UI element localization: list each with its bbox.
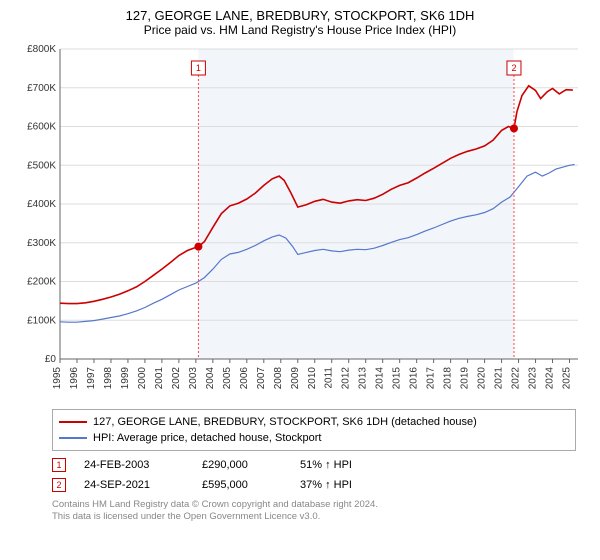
x-tick-label: 2021 <box>494 367 505 390</box>
x-tick-label: 2009 <box>290 367 301 390</box>
x-tick-label: 2013 <box>358 367 369 390</box>
marker-num-1: 1 <box>196 63 201 73</box>
sales-table: 1 24-FEB-2003 £290,000 51% ↑ HPI 2 24-SEP-202… <box>52 455 576 495</box>
chart-container: 127, GEORGE LANE, BREDBURY, STOCKPORT, S… <box>0 0 600 532</box>
footer-attribution: Contains HM Land Registry data © Crown c… <box>52 499 576 524</box>
legend-label: HPI: Average price, detached house, Stoc… <box>93 432 322 444</box>
x-tick-label: 2006 <box>239 367 250 390</box>
marker-num-2: 2 <box>511 63 516 73</box>
sale-date: 24-SEP-2021 <box>84 479 184 491</box>
x-tick-label: 2015 <box>392 367 403 390</box>
x-tick-label: 2017 <box>426 367 437 390</box>
footer-line-2: This data is licensed under the Open Gov… <box>52 511 576 523</box>
marker-dot-1 <box>194 243 202 251</box>
x-tick-label: 2007 <box>256 367 267 390</box>
sale-date: 24-FEB-2003 <box>84 459 184 471</box>
y-tick-label: £300K <box>27 238 56 249</box>
y-tick-label: £500K <box>27 160 56 171</box>
legend-row: HPI: Average price, detached house, Stoc… <box>59 430 569 446</box>
x-tick-label: 2000 <box>137 367 148 390</box>
x-tick-label: 2004 <box>205 367 216 390</box>
x-tick-label: 2012 <box>341 367 352 390</box>
sale-row: 1 24-FEB-2003 £290,000 51% ↑ HPI <box>52 455 576 475</box>
x-tick-label: 2023 <box>528 367 539 390</box>
y-tick-label: £800K <box>27 44 56 55</box>
x-tick-label: 2011 <box>324 367 335 389</box>
x-tick-label: 2014 <box>375 367 386 390</box>
legend-label: 127, GEORGE LANE, BREDBURY, STOCKPORT, S… <box>93 416 477 428</box>
sale-pct: 51% ↑ HPI <box>300 459 370 471</box>
x-tick-label: 2020 <box>477 367 488 390</box>
x-tick-label: 2025 <box>562 367 573 390</box>
x-tick-label: 1997 <box>86 367 97 390</box>
sale-price: £595,000 <box>202 479 282 491</box>
legend-swatch <box>59 437 87 439</box>
x-tick-label: 2022 <box>511 367 522 390</box>
legend: 127, GEORGE LANE, BREDBURY, STOCKPORT, S… <box>52 409 576 451</box>
x-tick-label: 2005 <box>222 367 233 390</box>
y-tick-label: £100K <box>27 315 56 326</box>
sale-pct: 37% ↑ HPI <box>300 479 370 491</box>
x-tick-label: 2016 <box>409 367 420 390</box>
x-tick-label: 2002 <box>171 367 182 390</box>
footer-line-1: Contains HM Land Registry data © Crown c… <box>52 499 576 511</box>
plot-area: £0 £100K £200K £300K £400K £500K £600K £700K £80… <box>16 43 584 403</box>
legend-row: 127, GEORGE LANE, BREDBURY, STOCKPORT, S… <box>59 414 569 430</box>
x-tick-label: 2003 <box>188 367 199 390</box>
chart-subtitle: Price paid vs. HM Land Registry's House … <box>16 23 584 37</box>
line-chart-svg: £0 £100K £200K £300K £400K £500K £600K £700K £80… <box>16 43 584 403</box>
x-tick-label: 1999 <box>120 367 131 390</box>
y-tick-label: £400K <box>27 199 56 210</box>
x-tick-label: 1996 <box>69 367 80 390</box>
sale-price: £290,000 <box>202 459 282 471</box>
sale-num-box: 2 <box>52 478 66 492</box>
chart-title: 127, GEORGE LANE, BREDBURY, STOCKPORT, S… <box>16 8 584 23</box>
legend-swatch <box>59 421 87 423</box>
sale-row: 2 24-SEP-2021 £595,000 37% ↑ HPI <box>52 475 576 495</box>
x-tick-label: 2008 <box>273 367 284 390</box>
x-tick-label: 1995 <box>52 367 63 390</box>
x-tick-label: 1998 <box>103 367 114 390</box>
x-tick-label: 2001 <box>154 367 165 390</box>
marker-dot-2 <box>510 124 518 132</box>
y-tick-label: £0 <box>45 354 57 365</box>
x-tick-label: 2018 <box>443 367 454 390</box>
y-tick-label: £600K <box>27 122 56 133</box>
y-tick-label: £700K <box>27 83 56 94</box>
x-tick-label: 2024 <box>545 367 556 390</box>
x-tick-label: 2010 <box>307 367 318 390</box>
y-tick-label: £200K <box>27 277 56 288</box>
sale-num-box: 1 <box>52 458 66 472</box>
x-tick-label: 2019 <box>460 367 471 390</box>
